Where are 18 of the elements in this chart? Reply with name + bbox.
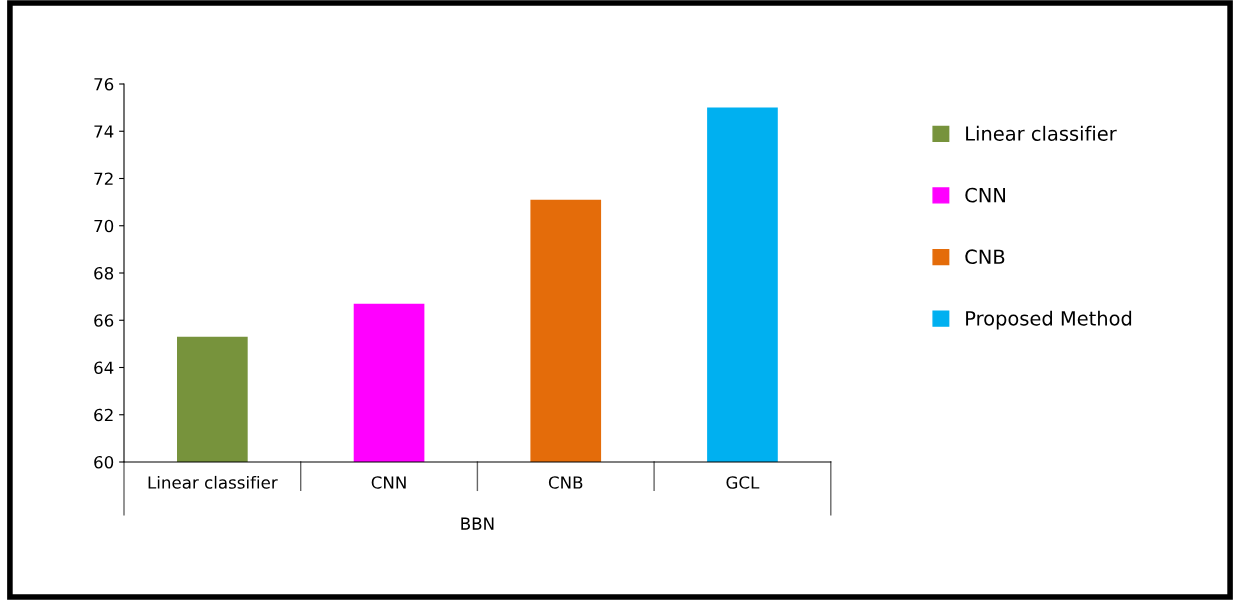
x-tick-label: CNB <box>548 476 583 489</box>
y-tick-label: 74 <box>94 125 114 138</box>
y-tick-label: 60 <box>94 455 114 469</box>
y-tick-label: 66 <box>94 314 114 327</box>
x-tick-label: CNN <box>371 476 406 489</box>
x-axis-title: BBN <box>461 517 494 530</box>
legend-label: Linear classifier <box>966 125 1117 141</box>
y-tick-label: 62 <box>94 408 113 422</box>
y-tick-label: 76 <box>94 77 114 91</box>
x-tick-label: GCL <box>726 476 760 489</box>
legend-label: CNB <box>965 249 1005 265</box>
y-tick-label: 70 <box>94 219 114 233</box>
y-tick-label: 64 <box>94 361 114 375</box>
legend-label: Proposed Method <box>966 310 1132 330</box>
x-tick-label: Linear classifier <box>148 475 278 489</box>
legend-label: CNN <box>965 187 1005 203</box>
y-tick-label: 72 <box>94 172 113 185</box>
y-tick-label: 68 <box>94 266 114 280</box>
